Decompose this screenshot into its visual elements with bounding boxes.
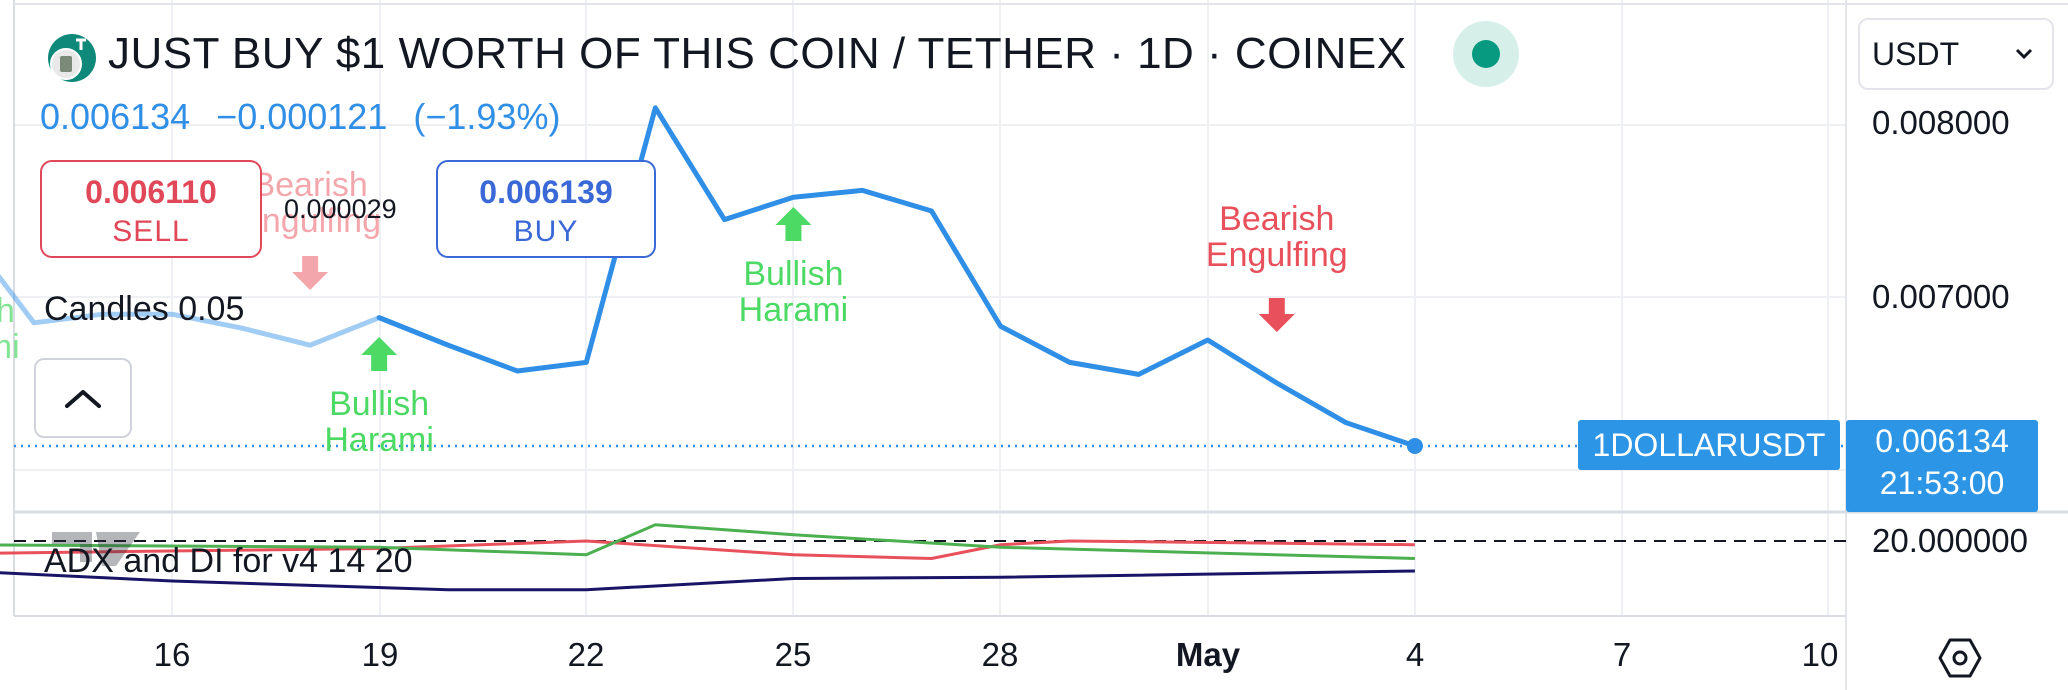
bearish-arrow-icon xyxy=(292,256,329,290)
x-tick-label: 16 xyxy=(153,636,191,673)
y-tick-label: 0.008000 xyxy=(1872,104,2010,141)
x-tick-label: 25 xyxy=(774,636,812,673)
currency-select[interactable]: USDT xyxy=(1858,18,2054,90)
pattern-label: Engulfing xyxy=(239,202,381,240)
tradingview-logo-icon xyxy=(52,532,140,566)
price-change: −0.000121 xyxy=(216,96,388,137)
current-price: 0.006134 xyxy=(40,96,191,137)
coin-logo-icon xyxy=(42,28,100,86)
pattern-annotations: BullishHaramiBearishEngulfingBullishHara… xyxy=(0,166,1348,459)
chevron-up-icon xyxy=(65,390,101,408)
bullish-arrow-icon xyxy=(775,207,812,241)
symbol-label: 1DOLLARUSDT xyxy=(1578,420,1840,470)
bar-countdown: 21:53:00 xyxy=(1879,465,2005,501)
buy-button[interactable]: 0.006139 BUY xyxy=(436,160,656,258)
sell-label: SELL xyxy=(112,215,190,248)
bearish-arrow-icon xyxy=(1258,298,1295,332)
settings-icon[interactable] xyxy=(1936,636,1984,680)
sell-button[interactable]: 0.006110 SELL xyxy=(40,160,262,258)
x-tick-label: 4 xyxy=(1405,636,1425,673)
last-price-value: 0.006134 xyxy=(1875,423,2009,459)
x-tick-label: 22 xyxy=(567,636,605,673)
price-series xyxy=(0,105,1846,454)
x-tick-label: 28 xyxy=(981,636,1019,673)
price-change-percent: (−1.93%) xyxy=(413,96,561,137)
chart-title: JUST BUY $1 WORTH OF THIS COIN / TETHER … xyxy=(108,29,1407,78)
pattern-label: Engulfing xyxy=(1206,236,1348,274)
candles-indicator-label[interactable]: Candles 0.05 xyxy=(44,290,245,328)
currency-value: USDT xyxy=(1872,35,1960,72)
y-tick-label: 0.007000 xyxy=(1872,278,2010,315)
pattern-label: Bearish xyxy=(1219,200,1334,238)
adx-series-line xyxy=(0,523,1415,560)
x-tick-label: 10 xyxy=(1801,636,1839,673)
pattern-label: Bearish xyxy=(252,166,367,204)
pattern-label: Bullish xyxy=(329,385,429,423)
adx-series-line xyxy=(0,569,1415,592)
bullish-arrow-icon xyxy=(361,337,398,371)
adx-y-tick-label: 20.000000 xyxy=(1872,522,2028,559)
buy-price: 0.006139 xyxy=(479,174,613,210)
last-price-badge: 0.006134 21:53:00 xyxy=(1846,420,2038,512)
pattern-label: Harami xyxy=(324,421,434,459)
x-tick-label: May xyxy=(1175,636,1241,673)
pattern-label: Harami xyxy=(739,291,849,329)
price-line xyxy=(376,105,1418,449)
pattern-label: Bullish xyxy=(0,292,15,330)
price-summary: 0.006134 −0.000121 (−1.93%) xyxy=(40,96,576,138)
adx-indicator-label[interactable]: ADX and DI for v4 14 20 xyxy=(44,542,413,580)
pattern-label: Bullish xyxy=(743,255,843,293)
price-line-faded xyxy=(0,273,450,348)
market-status-indicator[interactable] xyxy=(1452,21,1519,87)
last-price-point xyxy=(1406,437,1423,454)
chevron-down-icon xyxy=(2015,48,2033,60)
buy-label: BUY xyxy=(513,215,579,248)
x-tick-label: 19 xyxy=(361,636,399,673)
x-tick-label: 7 xyxy=(1612,636,1632,673)
market-open-dot xyxy=(1471,40,1500,68)
pattern-label: Harami xyxy=(0,328,20,366)
adx-pane xyxy=(0,523,1846,592)
collapse-indicators-button[interactable] xyxy=(34,358,132,438)
spread-value: 0.000029 xyxy=(284,194,397,224)
chart-header: JUST BUY $1 WORTH OF THIS COIN / TETHER … xyxy=(40,21,1519,87)
sell-price: 0.006110 xyxy=(85,174,217,210)
